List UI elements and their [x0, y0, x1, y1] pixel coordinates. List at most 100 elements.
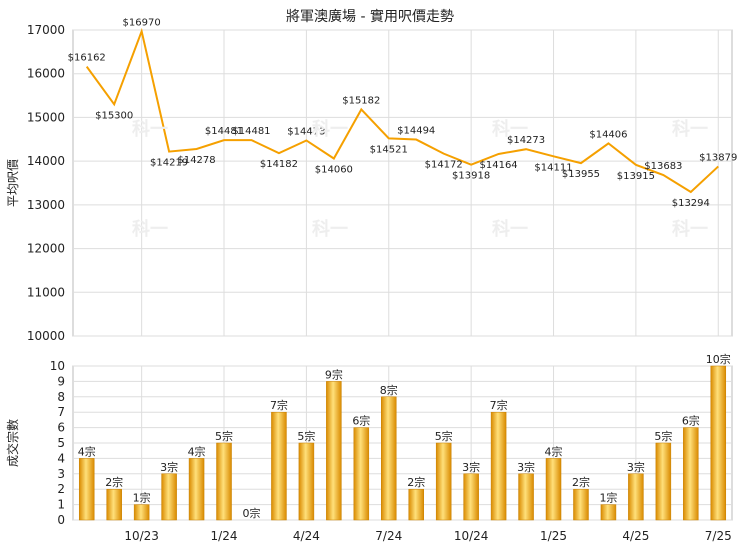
- line-ytick-label: 13000: [27, 198, 65, 212]
- volume-bar: [518, 473, 534, 521]
- watermark: 科一: [672, 118, 708, 140]
- volume-data-label: 4宗: [188, 444, 206, 458]
- line-plot-area: [72, 29, 733, 337]
- watermark: 科一: [492, 118, 528, 140]
- watermark: 科一: [132, 218, 168, 240]
- volume-data-label: 5宗: [297, 429, 315, 443]
- volume-data-label: 1宗: [133, 491, 151, 505]
- price-data-label: $14473: [287, 126, 325, 137]
- volume-bar: [710, 365, 727, 521]
- bar-ytick-label: 1: [57, 498, 65, 512]
- bar-ytick-label: 9: [57, 374, 65, 388]
- line-ytick-label: 12000: [27, 242, 65, 256]
- price-data-label: $14481: [232, 126, 270, 137]
- price-data-label: $16970: [123, 17, 161, 28]
- bar-panel: 10/23 1/24 4/24 7/24 10/24 1/25 4/25 7/25012345…: [5, 352, 733, 543]
- price-data-label: $13294: [672, 198, 710, 209]
- volume-bar: [298, 442, 315, 521]
- bar-ytick-label: 0: [57, 513, 65, 527]
- volume-bar: [435, 442, 452, 521]
- line-panel: 10000 11000 12000 13000 14000 15000 16000 17000…: [6, 17, 737, 343]
- watermark: 科一: [672, 218, 708, 240]
- volume-data-label: 3宗: [160, 460, 178, 474]
- line-ytick-label: 11000: [27, 285, 65, 299]
- xtick-label: 1/25: [540, 529, 567, 543]
- volume-data-label: 2宗: [105, 475, 123, 489]
- bar-ytick-label: 5: [57, 436, 65, 450]
- volume-data-label: 1宗: [599, 491, 617, 505]
- volume-bar: [271, 411, 287, 521]
- volume-data-label: 3宗: [462, 460, 480, 474]
- volume-data-label: 3宗: [627, 460, 645, 474]
- watermark: 科一: [492, 218, 528, 240]
- volume-data-label: 2宗: [572, 475, 590, 489]
- volume-bar: [216, 442, 232, 521]
- price-data-label: $14273: [507, 135, 545, 146]
- volume-bar: [408, 488, 424, 521]
- line-ytick-label: 15000: [27, 110, 65, 124]
- xtick-label: 4/25: [622, 529, 649, 543]
- volume-data-label: 10宗: [706, 352, 731, 366]
- price-data-label: $13915: [617, 171, 655, 182]
- volume-bar: [600, 504, 617, 521]
- volume-data-label: 5宗: [435, 429, 453, 443]
- xtick-label: 7/24: [375, 529, 402, 543]
- bar-ytick-label: 3: [57, 467, 65, 481]
- bar-ytick-label: 8: [57, 390, 65, 404]
- line-ytick-label: 16000: [27, 67, 65, 81]
- line-ytick-label: 17000: [27, 23, 65, 37]
- volume-data-label: 0宗: [242, 506, 260, 520]
- volume-data-label: 6宗: [682, 414, 700, 428]
- price-series-line: [85, 27, 719, 194]
- xtick-label: 7/25: [705, 529, 732, 543]
- volume-bar: [381, 396, 397, 521]
- volume-data-label: 3宗: [517, 460, 535, 474]
- price-data-label: $13683: [644, 161, 682, 172]
- price-data-label: $15300: [95, 110, 133, 121]
- line-ylabel: 平均呎價: [6, 159, 20, 207]
- price-data-label: $14111: [534, 162, 572, 173]
- xtick-label: 4/24: [293, 529, 320, 543]
- price-data-label: $14182: [260, 159, 298, 170]
- watermark: 科一: [312, 118, 348, 140]
- price-data-label: $14278: [177, 155, 215, 166]
- bar-ylabel: 成交宗數: [5, 419, 20, 467]
- price-data-label: $14521: [370, 144, 408, 155]
- price-data-label: $16162: [68, 53, 106, 64]
- chart-title: 將軍澳廣場 - 實用呎價走勢: [286, 9, 454, 25]
- price-data-label: $14172: [425, 160, 463, 171]
- price-data-label: $13918: [452, 171, 490, 182]
- price-data-label: $14406: [589, 129, 627, 140]
- bar-ytick-label: 2: [57, 482, 65, 496]
- watermark: 科一: [312, 218, 348, 240]
- volume-bar: [353, 427, 370, 521]
- volume-bar: [463, 473, 479, 521]
- price-data-label: $13955: [562, 169, 600, 180]
- volume-bar: [545, 458, 562, 521]
- volume-bar: [326, 381, 342, 521]
- price-data-label: $14481: [205, 126, 243, 137]
- bar-ytick-label: 6: [57, 421, 65, 435]
- bar-ytick-label: 4: [57, 451, 65, 465]
- volume-data-label: 8宗: [380, 383, 398, 397]
- volume-bar: [628, 473, 644, 521]
- bar-ytick-label: 7: [57, 405, 65, 419]
- volume-data-label: 4宗: [78, 444, 96, 458]
- line-ytick-label: 14000: [27, 154, 65, 168]
- volume-bar: [106, 488, 122, 521]
- xtick-label: 10/23: [124, 529, 159, 543]
- volume-bar: [133, 504, 150, 521]
- watermark: 科一: [132, 118, 168, 140]
- price-data-label: $13879: [699, 152, 737, 163]
- price-data-label: $14164: [480, 160, 518, 171]
- volume-data-label: 6宗: [352, 414, 370, 428]
- volume-bar: [490, 411, 507, 521]
- volume-bar: [655, 442, 672, 521]
- volume-bar: [161, 473, 177, 521]
- price-data-label: $15182: [342, 95, 380, 106]
- volume-bar: [188, 458, 205, 521]
- volume-data-label: 5宗: [654, 429, 672, 443]
- volume-data-label: 2宗: [407, 475, 425, 489]
- line-ytick-label: 10000: [27, 329, 65, 343]
